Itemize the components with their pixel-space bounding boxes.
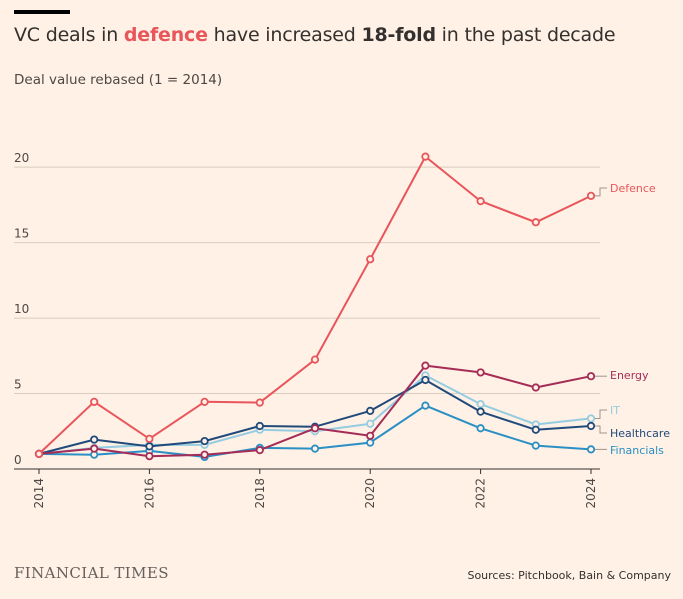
y-tick-label: 0 — [14, 453, 22, 467]
data-point-it — [586, 414, 596, 423]
series-line-healthcare — [38, 379, 592, 455]
data-point-healthcare — [255, 421, 264, 431]
source-note: Sources: Pitchbook, Bain & Company — [467, 569, 671, 582]
series-line-defence — [38, 155, 592, 455]
series-label-healthcare: Healthcare — [610, 427, 670, 440]
data-point-financials — [366, 438, 375, 447]
data-point-energy — [586, 372, 596, 381]
grid-lines — [14, 166, 600, 395]
data-point-healthcare — [476, 407, 485, 416]
data-point-healthcare — [90, 435, 99, 444]
data-point-healthcare — [366, 406, 375, 415]
chart-title: VC deals in defence have increased 18-fo… — [14, 24, 616, 46]
y-tick-label: 10 — [14, 302, 29, 316]
data-point-healthcare — [421, 375, 430, 385]
data-point-defence — [145, 434, 154, 443]
header-rule — [14, 10, 70, 14]
x-tick-label: 2014 — [32, 478, 46, 509]
data-point-energy — [200, 450, 209, 459]
data-point-defence — [200, 397, 209, 406]
title-text-2: have increased — [207, 24, 362, 46]
data-point-defence — [586, 191, 596, 200]
title-text-3: in the past decade — [435, 24, 616, 46]
y-tick-label: 15 — [14, 227, 29, 241]
data-point-defence — [421, 152, 430, 161]
data-point-energy — [531, 383, 540, 392]
y-tick-label: 5 — [14, 378, 22, 392]
label-leader-defence — [595, 187, 607, 197]
data-point-defence — [366, 255, 375, 264]
x-tick-label: 2018 — [253, 478, 267, 509]
data-point-energy — [145, 452, 154, 461]
label-leader-it — [595, 409, 607, 419]
data-point-it — [366, 419, 375, 428]
data-point-healthcare — [145, 442, 154, 451]
chart-subtitle: Deal value rebased (1 = 2014) — [14, 72, 223, 88]
series-lines — [34, 152, 596, 462]
y-tick-label: 20 — [14, 151, 29, 165]
data-point-defence — [476, 197, 485, 206]
data-point-defence — [310, 355, 320, 364]
data-point-energy — [255, 446, 264, 455]
title-bold: 18-fold — [361, 24, 436, 46]
data-point-financials — [476, 424, 485, 433]
label-leader-healthcare — [595, 425, 607, 434]
data-point-energy — [421, 361, 430, 370]
series-label-energy: Energy — [610, 369, 649, 382]
x-tick-label: 2024 — [584, 478, 598, 509]
data-point-energy — [366, 431, 375, 440]
data-point-financials — [310, 444, 320, 453]
data-point-energy — [310, 424, 320, 433]
data-point-financials — [531, 441, 540, 450]
series-label-it: IT — [610, 404, 620, 417]
data-point-defence — [90, 397, 99, 406]
ft-brand: FINANCIAL TIMES — [14, 564, 169, 582]
data-point-healthcare — [200, 436, 209, 446]
title-highlight: defence — [123, 24, 208, 46]
data-point-financials — [421, 401, 430, 410]
series-labels: Financials IT Healthcare Energy Defence — [595, 182, 670, 457]
series-label-financials: Financials — [610, 444, 664, 457]
x-tick-label: 2022 — [474, 478, 488, 509]
title-text-1: VC deals in — [14, 24, 124, 46]
axes: 0 5 10 15 20 2014 2016 2018 2020 2022 2024 — [14, 151, 600, 509]
series-label-defence: Defence — [610, 182, 656, 195]
x-tick-label: 2016 — [142, 478, 156, 509]
data-point-healthcare — [531, 425, 540, 434]
data-point-healthcare — [586, 421, 596, 431]
data-point-energy — [90, 444, 99, 453]
data-point-defence — [531, 218, 540, 227]
data-point-defence — [34, 449, 44, 459]
data-point-it — [476, 400, 485, 409]
data-point-financials — [586, 445, 596, 454]
x-tick-label: 2020 — [363, 478, 377, 509]
data-point-defence — [255, 398, 264, 407]
data-point-energy — [476, 368, 485, 377]
